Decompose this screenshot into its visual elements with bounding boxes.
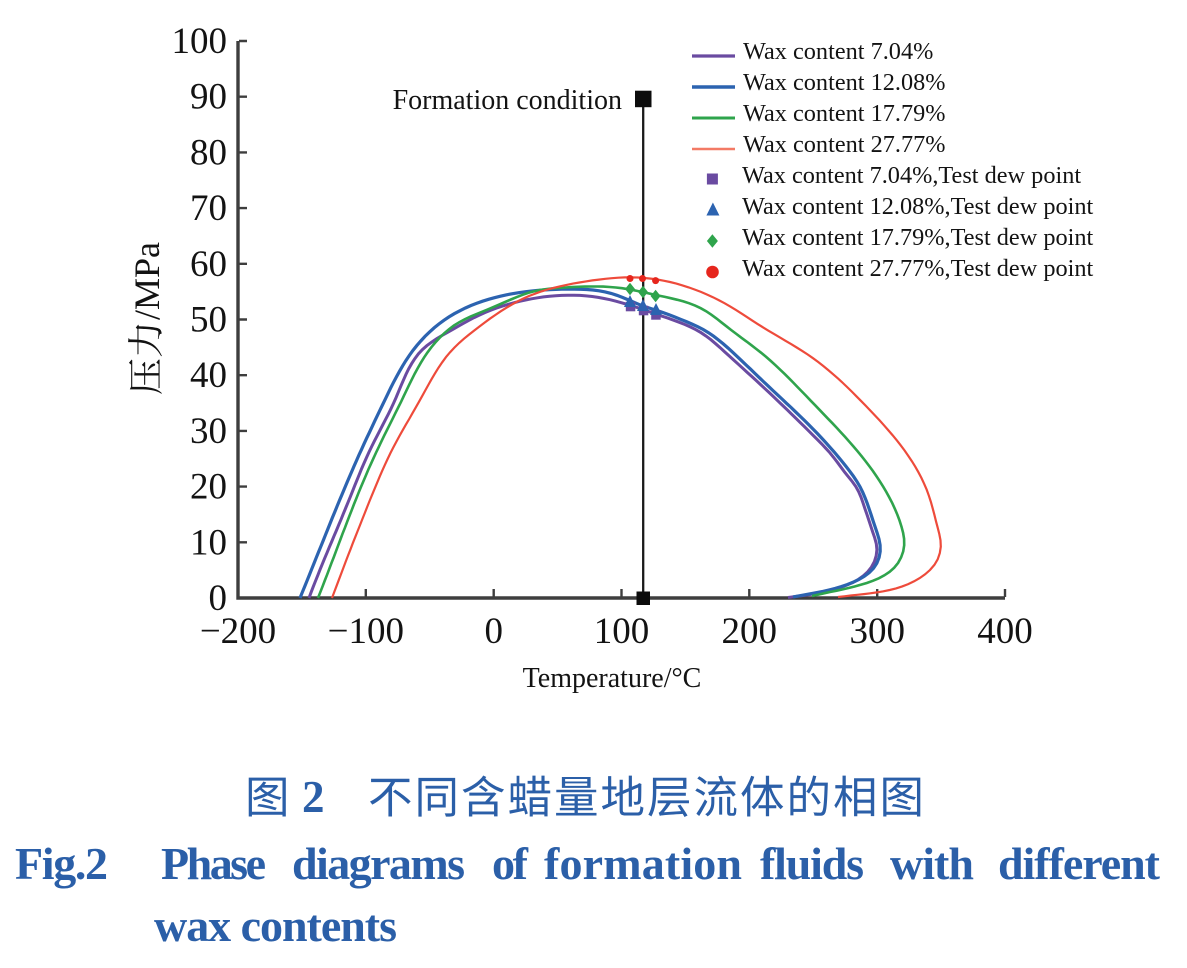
svg-text:formation: formation (544, 838, 742, 889)
svg-text:400: 400 (977, 611, 1033, 652)
svg-text:wax contents: wax contents (154, 900, 397, 951)
svg-text:/MPa: /MPa (127, 242, 167, 320)
svg-text:Wax content 7.04%,Test dew poi: Wax content 7.04%,Test dew point (742, 162, 1081, 189)
svg-text:50: 50 (190, 300, 227, 341)
svg-text:80: 80 (190, 132, 227, 173)
svg-text:90: 90 (190, 77, 227, 118)
svg-text:100: 100 (594, 611, 650, 652)
svg-text:fluids: fluids (760, 838, 864, 889)
svg-text:70: 70 (190, 188, 227, 229)
svg-text:of: of (492, 838, 529, 889)
svg-text:Wax content 27.77%,Test dew po: Wax content 27.77%,Test dew point (742, 255, 1094, 282)
svg-text:Wax content 17.79%,Test dew po: Wax content 17.79%,Test dew point (742, 224, 1094, 251)
svg-text:30: 30 (190, 411, 227, 452)
svg-text:Temperature/°C: Temperature/°C (523, 663, 702, 694)
svg-text:2: 2 (302, 772, 325, 822)
svg-text:0: 0 (209, 578, 228, 619)
svg-text:−100: −100 (328, 611, 404, 652)
svg-text:Wax content 7.04%: Wax content 7.04% (743, 38, 933, 65)
svg-text:with: with (890, 838, 974, 889)
svg-text:Wax content 12.08%,Test dew po: Wax content 12.08%,Test dew point (742, 193, 1094, 220)
svg-text:Wax content 12.08%: Wax content 12.08% (743, 69, 946, 96)
svg-text:300: 300 (849, 611, 905, 652)
svg-text:100: 100 (172, 21, 228, 62)
svg-text:20: 20 (190, 467, 227, 508)
svg-text:0: 0 (484, 611, 503, 652)
svg-text:Wax content 17.79%: Wax content 17.79% (743, 100, 946, 127)
svg-text:−200: −200 (200, 611, 276, 652)
svg-text:different: different (998, 838, 1161, 889)
svg-text:Wax content 27.77%: Wax content 27.77% (743, 131, 946, 158)
svg-text:Formation condition: Formation condition (393, 85, 622, 116)
svg-text:200: 200 (722, 611, 778, 652)
svg-text:10: 10 (190, 522, 227, 563)
svg-text:60: 60 (190, 244, 227, 285)
svg-text:40: 40 (190, 355, 227, 396)
svg-text:Phase: Phase (161, 838, 266, 889)
svg-text:Fig.2: Fig.2 (15, 838, 108, 889)
svg-text:diagrams: diagrams (292, 838, 465, 889)
